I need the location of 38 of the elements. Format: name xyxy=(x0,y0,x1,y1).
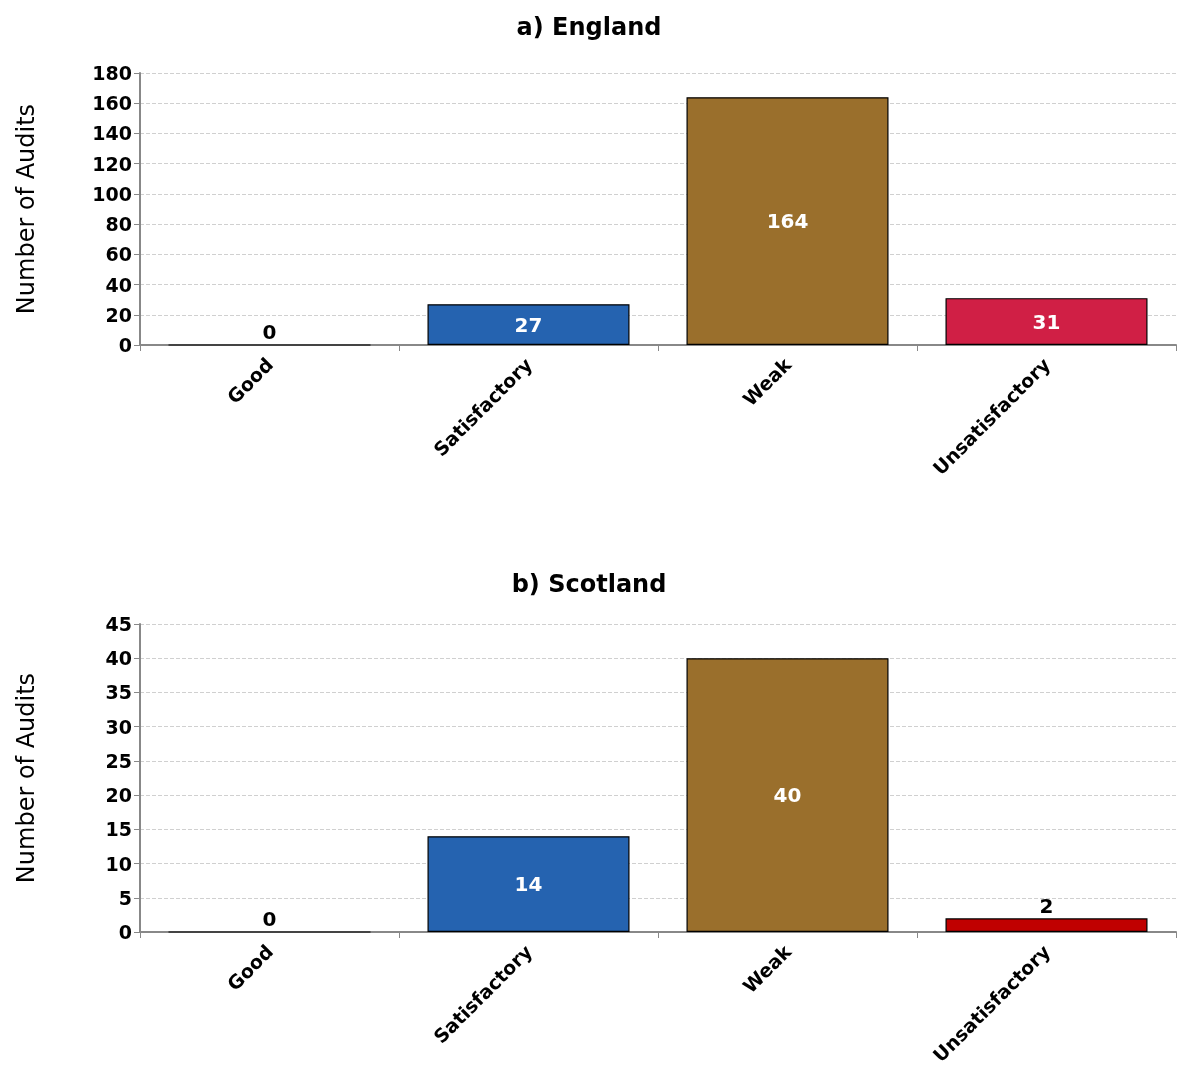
bar xyxy=(427,836,630,932)
y-tick-label: 30 xyxy=(105,715,132,738)
y-tick-label: 60 xyxy=(105,243,132,266)
data-label: 40 xyxy=(773,783,802,808)
y-tick-label: 45 xyxy=(105,613,132,635)
y-tick-label: 20 xyxy=(105,303,132,326)
y-tick-label: 120 xyxy=(92,152,132,175)
bar xyxy=(427,304,630,345)
data-label: 14 xyxy=(514,872,543,897)
chart-title: a) England xyxy=(516,13,662,41)
y-tick-label: 5 xyxy=(118,886,132,909)
y-tick-label: 80 xyxy=(105,213,132,236)
data-label: 0 xyxy=(262,320,277,345)
data-label: 0 xyxy=(262,907,277,932)
bar xyxy=(686,658,889,932)
y-tick-label: 20 xyxy=(105,784,132,807)
bar xyxy=(686,97,889,345)
y-tick-label: 160 xyxy=(92,92,132,115)
data-label: 164 xyxy=(766,209,809,234)
y-tick-label: 35 xyxy=(105,681,132,704)
y-tick-label: 10 xyxy=(105,852,132,875)
y-tick-label: 0 xyxy=(118,334,132,356)
y-tick-label: 25 xyxy=(105,749,132,772)
bar xyxy=(945,298,1148,345)
y-tick-label: 180 xyxy=(92,62,132,84)
data-label: 31 xyxy=(1032,309,1061,334)
data-label: 2 xyxy=(1039,894,1054,919)
y-tick-label: 100 xyxy=(92,182,132,205)
y-tick-label: 15 xyxy=(105,818,132,841)
y-tick-label: 40 xyxy=(105,273,132,296)
y-axis-title: Number of Audits xyxy=(12,103,40,315)
y-tick-label: 0 xyxy=(118,921,132,943)
data-label: 27 xyxy=(514,312,543,337)
chart-title: b) Scotland xyxy=(511,570,667,598)
y-tick-label: 140 xyxy=(92,122,132,145)
y-tick-label: 40 xyxy=(105,647,132,670)
y-axis-title: Number of Audits xyxy=(12,672,40,884)
bar xyxy=(945,918,1148,932)
